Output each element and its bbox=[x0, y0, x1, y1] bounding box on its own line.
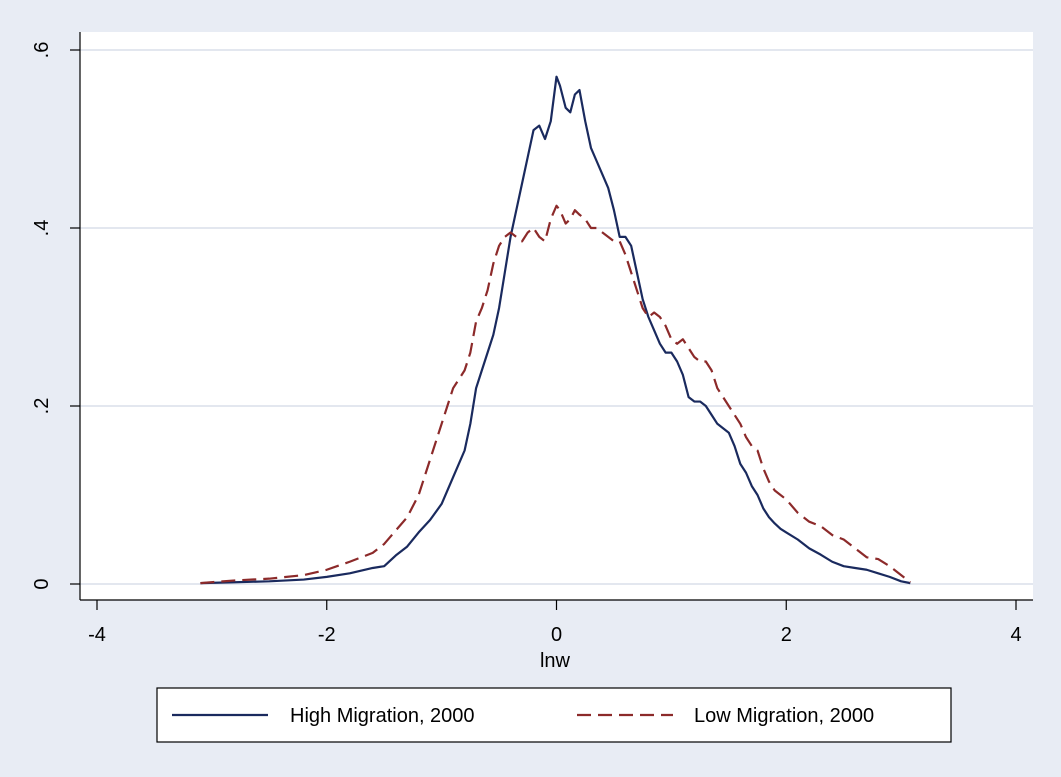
y-tick-label-2: .4 bbox=[31, 220, 53, 237]
x-tick-label-2: 0 bbox=[551, 624, 562, 646]
y-tick-label-1: .2 bbox=[31, 398, 53, 415]
legend-label-low-migration: Low Migration, 2000 bbox=[694, 705, 874, 727]
x-tick-label-0: -4 bbox=[88, 624, 106, 646]
gridlines bbox=[80, 49, 1033, 585]
plot-area bbox=[80, 32, 1033, 600]
x-tick-label-3: 2 bbox=[781, 624, 792, 646]
y-tick-label-0: 0 bbox=[31, 578, 53, 589]
series-lines bbox=[200, 75, 911, 585]
x-tick-label-1: -2 bbox=[318, 624, 336, 646]
legend: High Migration, 2000 Low Migration, 2000 bbox=[156, 687, 952, 743]
legend-label-high-migration: High Migration, 2000 bbox=[290, 705, 475, 727]
x-axis-label: lnw bbox=[540, 650, 571, 672]
axes: 0 .2 .4 .6 -4 -2 0 2 4 bbox=[31, 32, 1033, 646]
x-tick-label-4: 4 bbox=[1010, 624, 1021, 646]
y-tick-label-3: .6 bbox=[31, 42, 53, 59]
legend-box bbox=[156, 687, 952, 743]
series-line-high-migration bbox=[200, 75, 911, 585]
